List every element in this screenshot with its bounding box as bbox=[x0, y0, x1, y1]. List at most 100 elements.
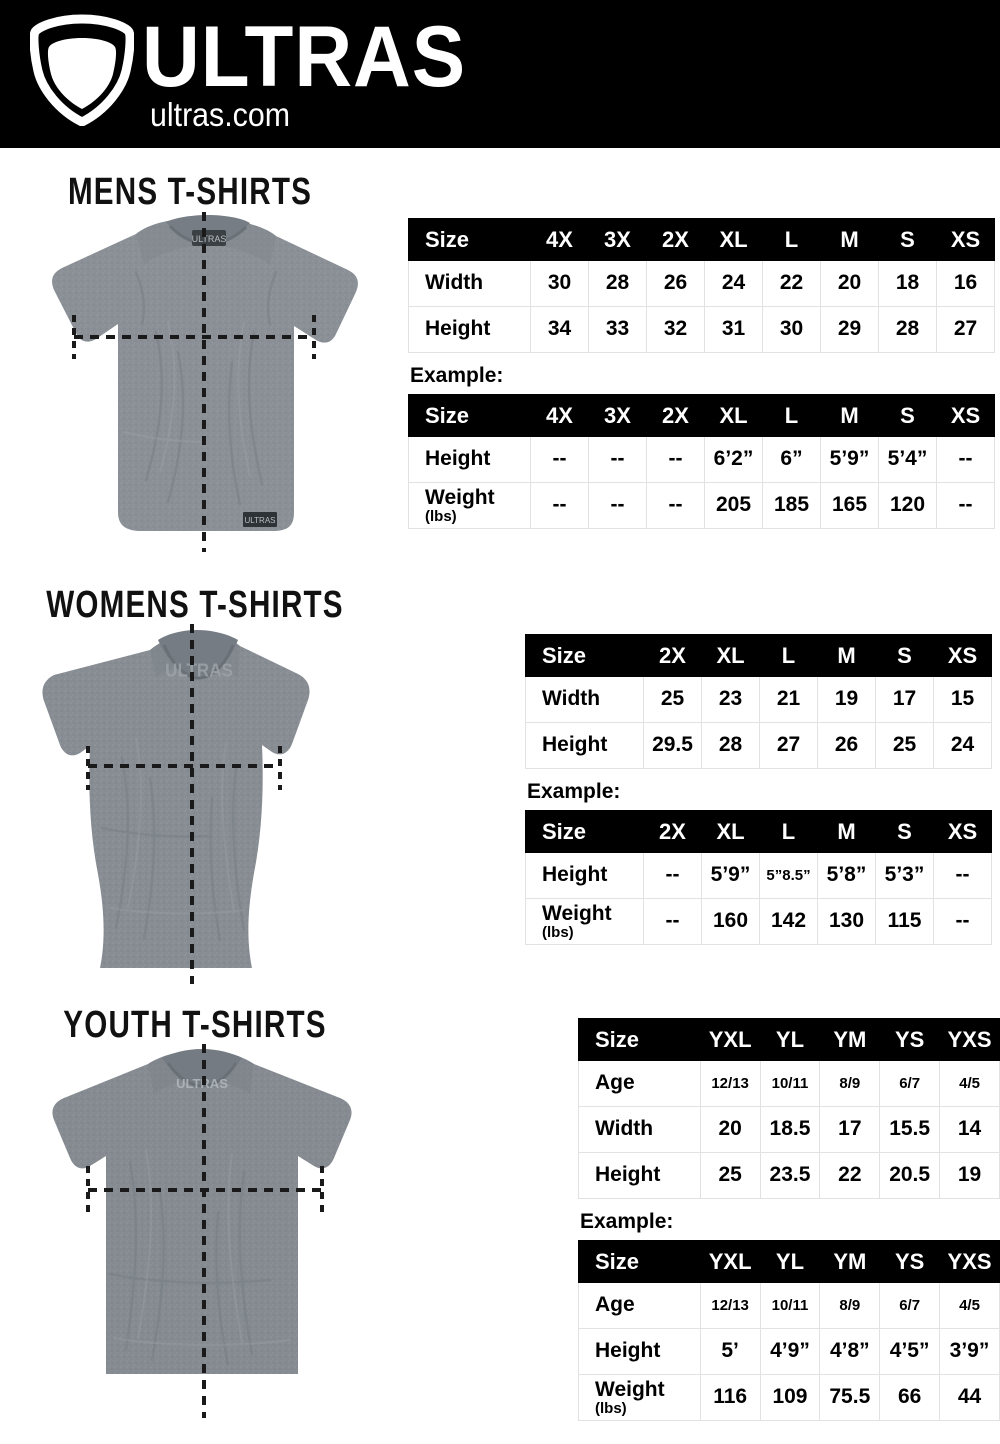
col-header: 2X bbox=[646, 394, 705, 437]
col-header: L bbox=[762, 218, 821, 261]
cell: 4/5 bbox=[939, 1282, 1000, 1329]
row-label-main: Height bbox=[542, 863, 608, 887]
youth-example-table: Size YXL YL YM YS YXS Age 12/13 10/11 8/… bbox=[578, 1240, 1000, 1421]
col-header: YXL bbox=[699, 1240, 761, 1283]
col-header: XS bbox=[933, 810, 992, 853]
cell: 12/13 bbox=[699, 1282, 761, 1329]
row-label-main: Height bbox=[595, 1339, 661, 1363]
mens-tables: Size 4X 3X 2X XL L M S XS Width 30 28 26 bbox=[408, 218, 995, 529]
col-header: M bbox=[820, 218, 879, 261]
brand-title: ULTRAS bbox=[142, 9, 466, 105]
row-label: Height bbox=[578, 1152, 701, 1199]
mens-example-table: Size 4X 3X 2X XL L M S XS Height -- bbox=[408, 394, 995, 529]
cell: 6/7 bbox=[879, 1060, 941, 1107]
cell: 109 bbox=[759, 1374, 821, 1421]
table-row: Height -- 5’9” 5”8.5” 5’8” 5’3” -- bbox=[525, 852, 992, 899]
col-header: 2X bbox=[643, 810, 702, 853]
cell: 5’9” bbox=[820, 436, 879, 483]
col-header: YM bbox=[819, 1240, 881, 1283]
cell: 6/7 bbox=[879, 1282, 941, 1329]
cell: 19 bbox=[939, 1152, 1000, 1199]
col-header: S bbox=[878, 394, 937, 437]
table-header-row: Size 2X XL L M S XS bbox=[525, 810, 992, 853]
row-label-sub: (lbs) bbox=[595, 1399, 627, 1417]
row-label-sub: (lbs) bbox=[425, 507, 457, 525]
table-row: Width 25 23 21 19 17 15 bbox=[525, 676, 992, 723]
mens-size-table: Size 4X 3X 2X XL L M S XS Width 30 28 26 bbox=[408, 218, 995, 353]
womens-tables: Size 2X XL L M S XS Width 25 23 21 19 17 bbox=[525, 634, 992, 945]
cell: 6’2” bbox=[704, 436, 763, 483]
row-label: Height bbox=[408, 436, 531, 483]
col-header: Size bbox=[408, 218, 531, 261]
table-row: Height 34 33 32 31 30 29 28 27 bbox=[408, 306, 995, 353]
cell: 18 bbox=[878, 260, 937, 307]
col-header: YXS bbox=[939, 1018, 1000, 1061]
cell: 30 bbox=[530, 260, 589, 307]
col-header: Size bbox=[525, 810, 644, 853]
row-label: Height bbox=[525, 722, 644, 769]
col-header: 4X bbox=[530, 394, 589, 437]
col-header: M bbox=[817, 634, 876, 677]
row-label-sub: (lbs) bbox=[542, 923, 574, 941]
cell: 116 bbox=[699, 1374, 761, 1421]
cell: 25 bbox=[875, 722, 934, 769]
cell: 160 bbox=[701, 898, 760, 945]
row-label: Width bbox=[578, 1106, 701, 1153]
youth-size-table: Size YXL YL YM YS YXS Age 12/13 10/11 8/… bbox=[578, 1018, 1000, 1199]
cell: 14 bbox=[939, 1106, 1000, 1153]
cell: 6” bbox=[762, 436, 821, 483]
womens-size-table: Size 2X XL L M S XS Width 25 23 21 19 17 bbox=[525, 634, 992, 769]
cell: 3’9” bbox=[939, 1328, 1000, 1375]
col-header: S bbox=[875, 810, 934, 853]
cell: 25 bbox=[643, 676, 702, 723]
cell: 130 bbox=[817, 898, 876, 945]
mens-tshirt-illustration-icon: ULTRAS ULTRAS bbox=[18, 212, 388, 557]
row-label: Weight (lbs) bbox=[525, 898, 644, 945]
col-header: S bbox=[875, 634, 934, 677]
cell: -- bbox=[933, 852, 992, 899]
cell: 26 bbox=[817, 722, 876, 769]
cell: 120 bbox=[878, 482, 937, 529]
table-row: Height 29.5 28 27 26 25 24 bbox=[525, 722, 992, 769]
cell: 115 bbox=[875, 898, 934, 945]
col-header: XL bbox=[704, 218, 763, 261]
cell: 15 bbox=[933, 676, 992, 723]
cell: -- bbox=[588, 436, 647, 483]
cell: 4’5” bbox=[879, 1328, 941, 1375]
svg-text:ULTRAS: ULTRAS bbox=[245, 516, 276, 525]
cell: 23.5 bbox=[759, 1152, 821, 1199]
cell: 23 bbox=[701, 676, 760, 723]
section-title-mens: MENS T-SHIRTS bbox=[67, 171, 313, 213]
cell: 16 bbox=[936, 260, 995, 307]
example-label-womens: Example: bbox=[527, 780, 621, 803]
table-row: Width 30 28 26 24 22 20 18 16 bbox=[408, 260, 995, 307]
section-title-womens: WOMENS T-SHIRTS bbox=[46, 584, 344, 626]
row-label: Age bbox=[578, 1282, 701, 1329]
cell: 8/9 bbox=[819, 1060, 881, 1107]
cell: 10/11 bbox=[759, 1060, 821, 1107]
col-header: Size bbox=[578, 1018, 701, 1061]
cell: 27 bbox=[759, 722, 818, 769]
col-header: L bbox=[759, 634, 818, 677]
cell: 142 bbox=[759, 898, 818, 945]
col-header: M bbox=[820, 394, 879, 437]
table-header-row: Size YXL YL YM YS YXS bbox=[578, 1240, 1000, 1283]
cell: 22 bbox=[819, 1152, 881, 1199]
table-row: Height -- -- -- 6’2” 6” 5’9” 5’4” -- bbox=[408, 436, 995, 483]
row-label: Height bbox=[525, 852, 644, 899]
col-header: XL bbox=[701, 634, 760, 677]
cell: 30 bbox=[762, 306, 821, 353]
col-header: YL bbox=[759, 1240, 821, 1283]
table-header-row: Size 2X XL L M S XS bbox=[525, 634, 992, 677]
table-row: Height 5’ 4’9” 4’8” 4’5” 3’9” bbox=[578, 1328, 1000, 1375]
cell: 18.5 bbox=[759, 1106, 821, 1153]
cell: -- bbox=[530, 482, 589, 529]
col-header: YS bbox=[879, 1240, 941, 1283]
ultras-shield-logo-icon bbox=[29, 14, 135, 127]
cell: 5’8” bbox=[817, 852, 876, 899]
womens-example-table: Size 2X XL L M S XS Height -- 5’9” 5”8.5… bbox=[525, 810, 992, 945]
col-header: L bbox=[759, 810, 818, 853]
cell: 28 bbox=[878, 306, 937, 353]
col-header: S bbox=[878, 218, 937, 261]
